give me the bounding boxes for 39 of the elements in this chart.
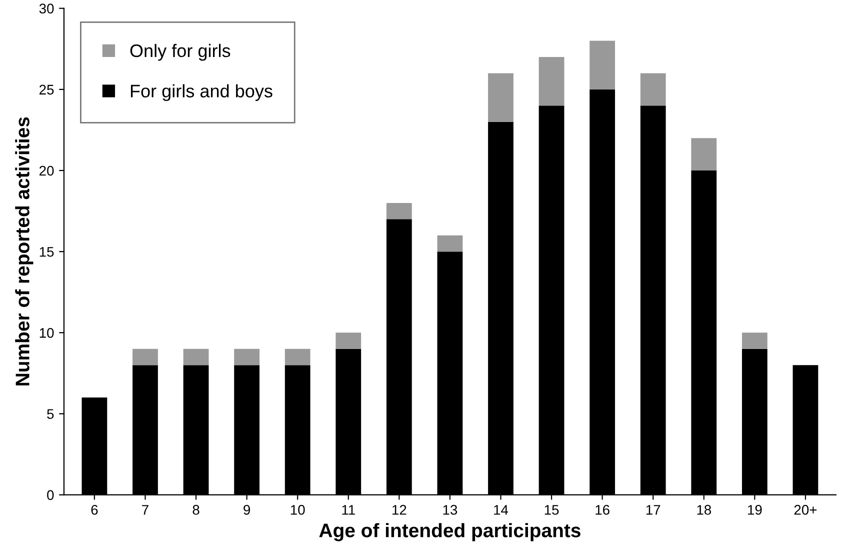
bar bbox=[538, 56, 564, 106]
legend-label: For girls and boys bbox=[130, 84, 272, 102]
bar bbox=[336, 332, 362, 349]
x-tick-label: 16 bbox=[596, 504, 610, 515]
x-tick-label: 18 bbox=[697, 504, 712, 515]
x-tick-label: 9 bbox=[244, 504, 250, 515]
x-axis-title: Age of intended participants bbox=[319, 523, 580, 542]
y-tick-label: 15 bbox=[40, 247, 54, 257]
y-tick-label: 10 bbox=[40, 328, 54, 338]
x-tick-label: 20+ bbox=[794, 504, 817, 515]
bar bbox=[132, 348, 158, 366]
bar bbox=[183, 348, 209, 366]
x-tick-label: 7 bbox=[142, 505, 148, 515]
x-tick-label: 12 bbox=[392, 504, 406, 515]
bar bbox=[590, 40, 616, 90]
y-tick-label: 0 bbox=[47, 490, 54, 500]
bar bbox=[234, 348, 260, 366]
x-tick-label: 17 bbox=[646, 505, 660, 515]
x-tick-label: 13 bbox=[443, 504, 458, 515]
bar bbox=[742, 332, 768, 349]
legend-label: Only for girls bbox=[130, 44, 230, 61]
bar bbox=[437, 235, 463, 252]
y-axis-title: Number of reported activities bbox=[15, 117, 34, 386]
bar bbox=[640, 73, 666, 106]
y-tick-label: 25 bbox=[40, 84, 54, 95]
bar bbox=[488, 73, 514, 122]
y-tick-label: 20 bbox=[40, 166, 54, 176]
bar bbox=[284, 348, 310, 366]
x-tick-label: 14 bbox=[494, 505, 508, 515]
bar bbox=[386, 202, 412, 220]
y-tick-label: 30 bbox=[39, 4, 54, 14]
bar bbox=[691, 138, 717, 171]
x-tick-label: 10 bbox=[290, 504, 305, 515]
y-tick-label: 5 bbox=[47, 409, 54, 419]
x-tick-label: 15 bbox=[544, 505, 559, 515]
x-tick-label: 11 bbox=[342, 505, 355, 515]
x-tick-label: 19 bbox=[748, 504, 762, 515]
x-tick-label: 8 bbox=[192, 504, 200, 515]
x-tick-label: 6 bbox=[91, 504, 98, 515]
